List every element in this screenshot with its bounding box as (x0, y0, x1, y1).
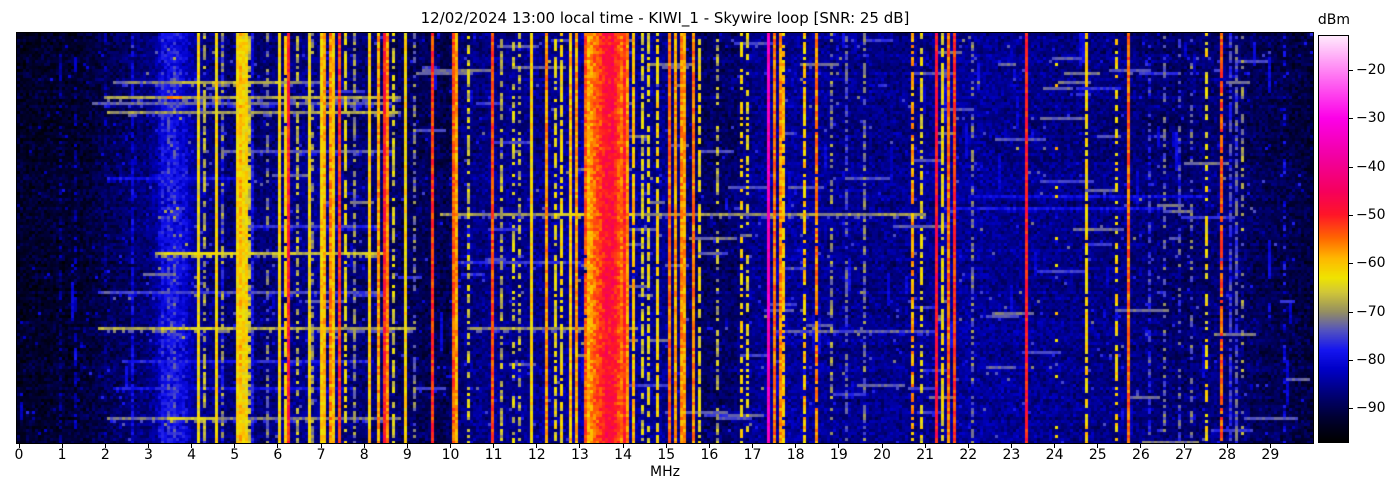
colorbar-canvas (1319, 36, 1348, 442)
colorbar-tick-mark (1349, 118, 1353, 120)
x-tick-label: 15 (657, 447, 676, 463)
x-tick-label: 7 (316, 447, 326, 463)
x-tick-label: 24 (1045, 447, 1064, 463)
x-tick-label: 5 (230, 447, 240, 463)
x-axis-label: MHz (650, 464, 680, 480)
colorbar-tick-label: −50 (1356, 206, 1386, 223)
x-tick-label: 20 (873, 447, 891, 463)
colorbar-title: dBm (1317, 12, 1351, 28)
x-tick-label: 25 (1088, 447, 1107, 463)
x-tick-label: 13 (571, 447, 589, 463)
chart-title: 12/02/2024 13:00 local time - KIWI_1 - S… (420, 9, 910, 27)
x-tick-label: 17 (743, 447, 762, 463)
x-tick-mark (536, 444, 538, 448)
x-tick-mark (18, 444, 20, 448)
x-tick-mark (665, 444, 667, 448)
x-tick-mark (493, 444, 495, 448)
x-tick-mark (924, 444, 926, 448)
x-tick-mark (450, 444, 451, 448)
x-tick-label: 10 (441, 447, 460, 463)
x-tick-mark (1226, 444, 1228, 448)
x-tick-mark (147, 444, 149, 448)
x-tick-mark (104, 444, 106, 448)
colorbar-tick-label: −20 (1356, 61, 1386, 78)
x-tick-label: 11 (484, 447, 503, 463)
x-tick-label: 9 (402, 447, 412, 463)
x-tick-mark (406, 444, 408, 448)
x-tick-label: 1 (57, 447, 67, 463)
x-tick-label: 12 (527, 447, 546, 463)
x-tick-label: 26 (1131, 447, 1150, 463)
x-tick-mark (277, 444, 279, 448)
x-tick-mark (795, 444, 797, 448)
colorbar-tick-label: −80 (1356, 351, 1386, 368)
x-tick-mark (363, 444, 365, 448)
x-tick-label: 14 (614, 447, 632, 463)
x-tick-mark (1010, 444, 1012, 448)
colorbar-tick-mark (1349, 214, 1353, 216)
spectrogram-canvas (17, 33, 1313, 443)
x-tick-label: 3 (143, 447, 153, 463)
x-tick-mark (579, 444, 581, 448)
x-tick-label: 2 (100, 447, 110, 463)
x-tick-label: 18 (786, 447, 805, 463)
x-tick-mark (320, 444, 322, 448)
plot-frame (16, 32, 1314, 444)
x-tick-label: 6 (273, 447, 283, 463)
colorbar-tick-label: −90 (1356, 400, 1386, 417)
x-tick-mark (708, 444, 710, 448)
x-tick-mark (1140, 444, 1142, 448)
x-tick-mark (1183, 444, 1185, 448)
colorbar-tick-label: −30 (1356, 110, 1386, 127)
x-tick-mark (838, 444, 840, 448)
x-tick-label: 8 (359, 447, 369, 463)
colorbar-tick-mark (1349, 263, 1353, 265)
x-tick-mark (61, 444, 63, 448)
colorbar-tick-mark (1349, 69, 1353, 71)
x-tick-label: 22 (959, 447, 978, 463)
colorbar-tick-label: −70 (1356, 303, 1386, 320)
colorbar-frame (1318, 35, 1349, 443)
colorbar-tick-mark (1349, 408, 1353, 410)
x-tick-mark (1097, 444, 1099, 448)
colorbar-tick-mark (1349, 311, 1353, 313)
x-tick-label: 29 (1261, 447, 1280, 463)
x-tick-mark (752, 444, 754, 448)
x-tick-mark (234, 444, 236, 448)
colorbar-tick-mark (1349, 166, 1353, 168)
x-tick-label: 16 (700, 447, 719, 463)
x-tick-mark (967, 444, 969, 448)
x-tick-label: 28 (1218, 447, 1237, 463)
colorbar-tick-label: −40 (1356, 158, 1386, 175)
x-tick-label: 21 (916, 447, 935, 463)
x-tick-label: 0 (14, 447, 24, 463)
x-tick-mark (191, 444, 193, 448)
x-tick-mark (881, 444, 883, 448)
colorbar-tick-label: −60 (1356, 255, 1386, 272)
x-tick-label: 23 (1002, 447, 1021, 463)
x-tick-label: 19 (829, 447, 848, 463)
x-tick-mark (1054, 444, 1056, 448)
x-tick-mark (622, 444, 624, 448)
x-tick-label: 27 (1175, 447, 1193, 463)
x-tick-mark (1269, 444, 1271, 448)
colorbar-tick-mark (1349, 359, 1353, 361)
x-tick-label: 4 (187, 447, 197, 463)
